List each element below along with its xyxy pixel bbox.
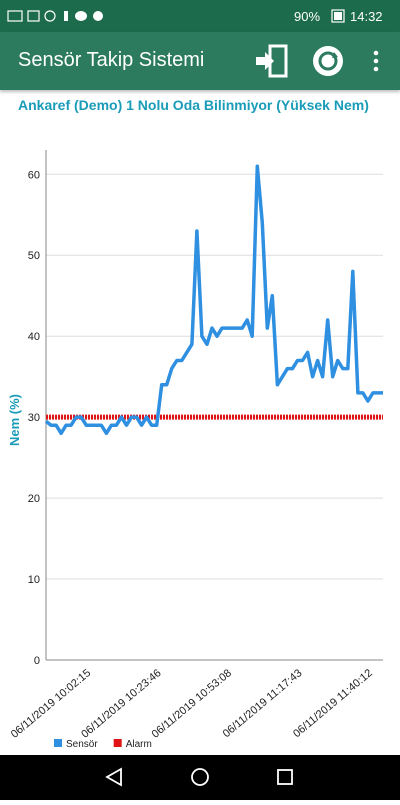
chart-title: Ankaref (Demo) 1 Nolu Oda Bilinmiyor (Yü…: [18, 97, 369, 113]
nav-icons: [105, 767, 293, 787]
back-button[interactable]: [105, 767, 122, 787]
battery-level: 90%: [294, 9, 321, 24]
status-icons: [7, 10, 103, 22]
clock: 14:32: [350, 9, 383, 24]
menu-button[interactable]: [370, 42, 382, 82]
x-tick-label: 06/11/2019 11:40:12: [291, 667, 375, 740]
legend-label: Sensör: [66, 739, 98, 750]
y-tick-label: 40: [28, 331, 40, 343]
home-button[interactable]: [191, 768, 209, 786]
app-title: Sensör Takip Sistemi: [18, 49, 205, 71]
navigation-bar: [0, 755, 400, 800]
y-tick-label: 30: [28, 412, 40, 424]
legend-label: Alarm: [126, 739, 152, 750]
y-tick-label: 10: [28, 574, 40, 586]
series-line: [44, 164, 383, 436]
legend-swatch: [113, 739, 122, 747]
y-axis-label: Nem (%): [7, 394, 22, 446]
y-tick-label: 0: [34, 655, 40, 667]
legend-swatch: [54, 739, 62, 747]
app-bar: Sensör Takip Sistemi: [0, 32, 400, 90]
y-tick-label: 60: [28, 169, 40, 181]
y-tick-label: 50: [28, 250, 40, 262]
exit-button[interactable]: [252, 42, 292, 82]
status-bar: 90% 14:32: [0, 0, 400, 32]
recents-button[interactable]: [277, 769, 293, 785]
y-tick-label: 20: [28, 493, 40, 505]
battery-icon: [331, 9, 345, 23]
refresh-button[interactable]: [308, 42, 348, 82]
